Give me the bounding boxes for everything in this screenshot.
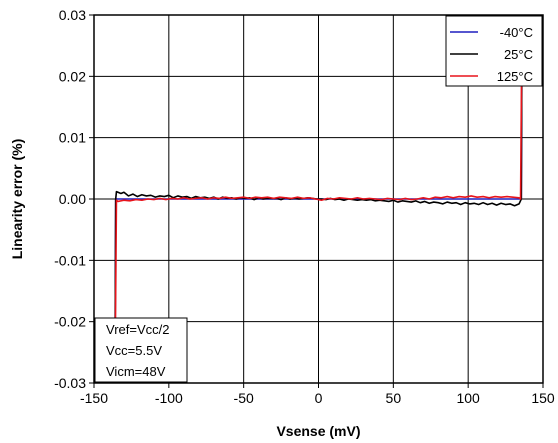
x-tick-label: 150 (531, 390, 555, 406)
y-axis-title: Linearity error (%) (9, 139, 25, 260)
y-tick-label: 0.03 (59, 7, 86, 23)
note-vicm: Vicm=48V (106, 364, 166, 379)
legend-label-25: 25°C (504, 47, 533, 62)
conditions-note: Vref=Vcc/2 Vcc=5.5V Vicm=48V (94, 317, 188, 383)
note-vref: Vref=Vcc/2 (106, 322, 169, 337)
axis-ticks: -150 -100 -50 0 50 100 150 -0.03 -0.02 -0.01 0.00 0… (54, 7, 555, 406)
x-tick-label: 100 (456, 390, 480, 406)
conditions-box (94, 317, 188, 383)
legend-label-125: 125°C (497, 69, 533, 84)
legend: -40°C 25°C 125°C (445, 15, 543, 87)
y-tick-label: 0.00 (59, 191, 86, 207)
legend-label-minus40: -40°C (500, 25, 533, 40)
y-tick-label: 0.01 (59, 130, 86, 146)
legend-box (445, 15, 543, 87)
y-tick-label: -0.02 (54, 314, 86, 330)
x-tick-label: 0 (315, 390, 323, 406)
x-tick-label: -100 (155, 390, 183, 406)
x-tick-label: -50 (234, 390, 254, 406)
x-tick-label: -150 (80, 390, 108, 406)
x-tick-label: 50 (386, 390, 402, 406)
y-tick-label: -0.03 (54, 375, 86, 391)
y-tick-label: 0.02 (59, 68, 86, 84)
series-line-2 (114, 14, 523, 384)
x-axis-title: Vsense (mV) (276, 423, 360, 439)
y-tick-label: -0.01 (54, 252, 86, 268)
series-lines (114, 14, 523, 384)
note-vcc: Vcc=5.5V (106, 343, 162, 358)
